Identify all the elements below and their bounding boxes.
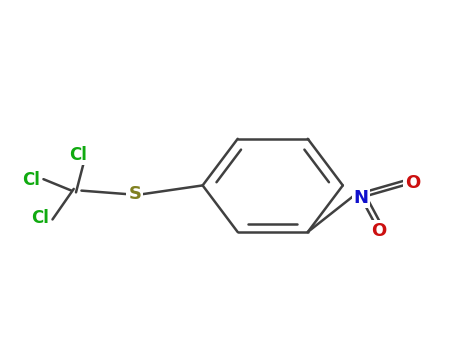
Text: N: N <box>354 189 369 206</box>
Text: O: O <box>405 174 420 192</box>
Text: Cl: Cl <box>69 146 87 164</box>
Text: Cl: Cl <box>22 171 40 189</box>
Text: O: O <box>371 222 387 240</box>
Text: S: S <box>128 185 142 203</box>
Text: Cl: Cl <box>31 209 49 228</box>
